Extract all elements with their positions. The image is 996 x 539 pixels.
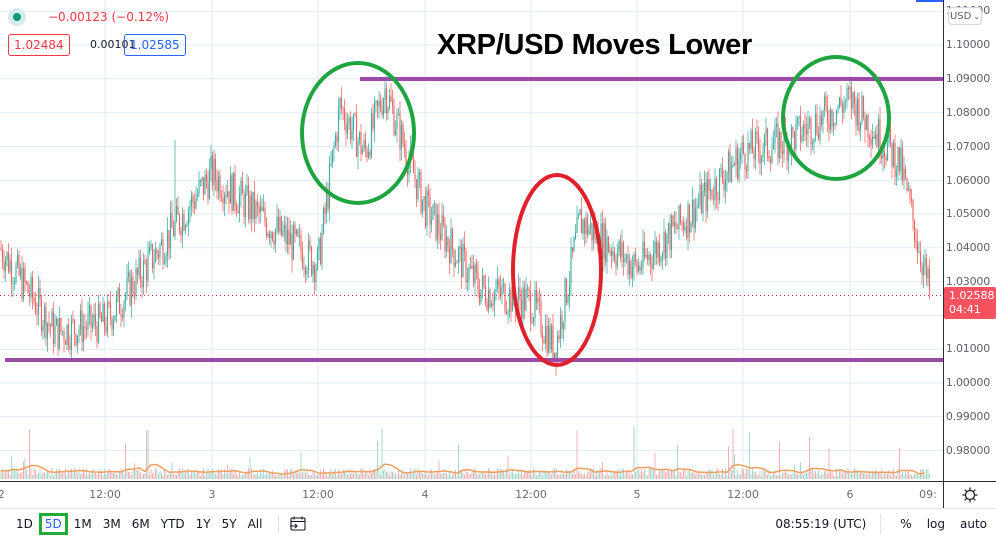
divider [880,514,882,534]
time-tick: 3 [208,488,216,501]
range-button-5y[interactable]: 5Y [221,517,237,531]
price-axis[interactable]: 1.110001.100001.090001.080001.070001.060… [943,0,996,481]
annotation-title: XRP/USD Moves Lower [437,29,752,61]
price-change: −0.00123 (−0.12%) [48,10,170,24]
chevron-down-icon: ⌄ [973,11,981,21]
time-tick: 12:00 [89,488,121,501]
top-accent-bar [916,0,946,2]
time-tick: 12:00 [302,488,334,501]
range-button-6m[interactable]: 6M [131,517,150,531]
price-tick: 1.07000 [945,140,990,153]
chart-settings-button[interactable] [943,481,996,508]
percent-scale-toggle[interactable]: % [900,517,912,531]
price-tick: 0.99000 [945,410,990,423]
price-tick: 1.08000 [945,106,990,119]
range-button-1y[interactable]: 1Y [195,517,211,531]
time-axis[interactable]: 2 12:00 3 12:00 4 12:00 5 12:00 6 09: [0,481,943,508]
go-to-date-button[interactable] [289,515,307,533]
last-price-value: 1.02588 [949,289,995,302]
divider [278,514,280,534]
sell-price-button[interactable]: 1.02484 [8,34,70,56]
auto-scale-toggle[interactable]: auto [959,517,987,531]
range-button-1m[interactable]: 1M [73,517,92,531]
currency-select[interactable]: USD ⌄ [948,7,982,25]
buy-price-button[interactable]: 1.02585 [124,34,186,56]
time-tick: 6 [846,488,854,501]
time-tick: 12:00 [727,488,759,501]
range-button-ytd[interactable]: YTD [160,517,185,531]
price-tick: 1.04000 [945,241,990,254]
currency-label: USD [949,10,972,22]
price-tick: 1.06000 [945,174,990,187]
price-tick: 1.01000 [945,342,990,355]
time-tick: 12:00 [515,488,547,501]
gear-icon [962,487,978,503]
candlestick-chart[interactable] [0,0,943,481]
price-tick: 1.03000 [945,275,990,288]
time-tick: 2 [0,488,5,501]
price-tick: 1.09000 [945,72,990,85]
time-tick: 5 [633,488,641,501]
range-button-3m[interactable]: 3M [102,517,121,531]
range-button-1d[interactable]: 1D [16,517,33,531]
price-tick: 1.00000 [945,376,990,389]
bar-countdown: 04:41 [949,303,981,316]
time-tick: 09: [919,488,937,501]
range-button-all[interactable]: All [247,517,263,531]
chart-plot-area[interactable]: XRP/USD Moves Lower −0.00123 (−0.12%) 1.… [0,0,943,481]
log-scale-toggle[interactable]: log [926,517,945,531]
range-button-5d[interactable]: 5D [38,513,68,535]
utc-clock[interactable]: 08:55:19 (UTC) [775,517,867,531]
price-tick: 1.10000 [945,38,990,51]
price-tick: 0.98000 [945,444,990,457]
market-status-icon[interactable] [8,8,26,26]
last-price-label: 1.02588 04:41 [944,287,996,319]
price-tick: 1.05000 [945,207,990,220]
date-range-group: 1D 5D 1M 3M 6M YTD 1Y 5Y All [11,513,268,535]
time-tick: 4 [421,488,429,501]
calendar-goto-icon [290,516,307,531]
bottom-toolbar: 1D 5D 1M 3M 6M YTD 1Y 5Y All 08:55:19 (UTC) % lo… [0,508,996,539]
